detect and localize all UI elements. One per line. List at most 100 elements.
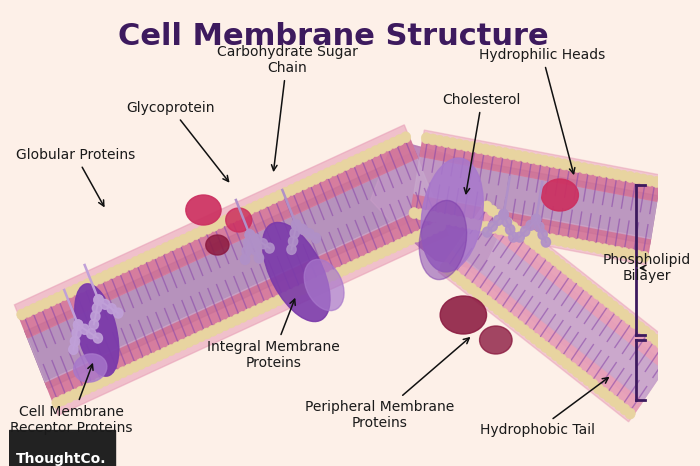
Circle shape <box>52 397 62 408</box>
Circle shape <box>559 159 570 170</box>
Polygon shape <box>474 204 674 370</box>
Circle shape <box>416 209 426 220</box>
FancyBboxPatch shape <box>8 430 116 466</box>
Circle shape <box>328 270 338 281</box>
Circle shape <box>118 367 128 378</box>
Circle shape <box>292 220 301 230</box>
Circle shape <box>400 237 410 247</box>
Polygon shape <box>15 125 448 415</box>
Circle shape <box>209 220 219 232</box>
Circle shape <box>409 207 419 219</box>
Circle shape <box>499 209 508 219</box>
Circle shape <box>573 161 582 172</box>
Circle shape <box>304 281 314 292</box>
Circle shape <box>258 239 267 249</box>
Circle shape <box>262 195 273 206</box>
Circle shape <box>561 358 572 369</box>
Circle shape <box>612 169 622 180</box>
Circle shape <box>633 250 643 261</box>
Circle shape <box>606 245 617 256</box>
Polygon shape <box>19 136 417 338</box>
Circle shape <box>340 264 350 275</box>
Circle shape <box>89 276 99 287</box>
Circle shape <box>292 220 301 230</box>
Circle shape <box>587 284 598 295</box>
Circle shape <box>309 278 320 289</box>
Circle shape <box>608 301 619 312</box>
Circle shape <box>251 245 260 255</box>
Circle shape <box>531 214 540 225</box>
Circle shape <box>638 174 648 185</box>
Circle shape <box>281 187 290 198</box>
Polygon shape <box>438 198 678 422</box>
Circle shape <box>461 218 472 228</box>
Circle shape <box>358 151 369 162</box>
Circle shape <box>269 192 279 204</box>
Circle shape <box>93 333 102 343</box>
Polygon shape <box>453 219 664 400</box>
Circle shape <box>540 247 550 258</box>
Circle shape <box>59 289 69 301</box>
Circle shape <box>500 148 510 159</box>
Circle shape <box>288 236 298 246</box>
Circle shape <box>620 247 629 259</box>
Circle shape <box>214 322 224 334</box>
Circle shape <box>353 154 363 165</box>
Circle shape <box>316 275 326 287</box>
Circle shape <box>267 298 278 308</box>
Circle shape <box>482 295 493 307</box>
Circle shape <box>202 328 212 339</box>
Circle shape <box>447 138 458 149</box>
Circle shape <box>351 259 362 270</box>
Circle shape <box>422 210 433 221</box>
Circle shape <box>531 214 540 225</box>
Circle shape <box>498 308 508 319</box>
Circle shape <box>406 234 416 245</box>
Circle shape <box>645 330 656 341</box>
Circle shape <box>428 211 439 222</box>
Circle shape <box>435 212 445 224</box>
Circle shape <box>346 261 356 273</box>
Circle shape <box>119 262 129 273</box>
Circle shape <box>82 384 92 394</box>
Circle shape <box>553 158 563 169</box>
Circle shape <box>536 337 545 348</box>
Circle shape <box>606 168 615 178</box>
Circle shape <box>624 314 635 324</box>
Circle shape <box>252 234 261 244</box>
Ellipse shape <box>75 284 119 376</box>
Circle shape <box>598 293 608 303</box>
Circle shape <box>412 231 422 242</box>
Circle shape <box>358 256 368 267</box>
Circle shape <box>17 309 27 320</box>
Circle shape <box>274 295 284 306</box>
Circle shape <box>560 236 570 247</box>
Circle shape <box>154 350 164 361</box>
Circle shape <box>527 230 538 241</box>
Ellipse shape <box>225 208 252 232</box>
Polygon shape <box>414 156 657 239</box>
Circle shape <box>418 228 428 240</box>
Circle shape <box>88 381 98 391</box>
Circle shape <box>625 408 635 419</box>
Circle shape <box>666 347 677 358</box>
Circle shape <box>287 244 296 254</box>
Circle shape <box>488 223 498 233</box>
Circle shape <box>428 134 438 145</box>
Circle shape <box>614 305 624 316</box>
Polygon shape <box>27 158 435 382</box>
Circle shape <box>421 133 431 144</box>
Circle shape <box>148 353 158 364</box>
Circle shape <box>519 325 529 336</box>
Circle shape <box>197 226 207 237</box>
Circle shape <box>556 354 566 365</box>
Text: Carbohydrate Sugar
Chain: Carbohydrate Sugar Chain <box>216 45 358 171</box>
Circle shape <box>524 234 534 245</box>
Circle shape <box>242 246 251 256</box>
Circle shape <box>556 259 566 270</box>
Circle shape <box>113 308 123 318</box>
Polygon shape <box>410 130 661 265</box>
Circle shape <box>388 242 398 253</box>
Circle shape <box>521 229 531 240</box>
Circle shape <box>488 300 498 311</box>
